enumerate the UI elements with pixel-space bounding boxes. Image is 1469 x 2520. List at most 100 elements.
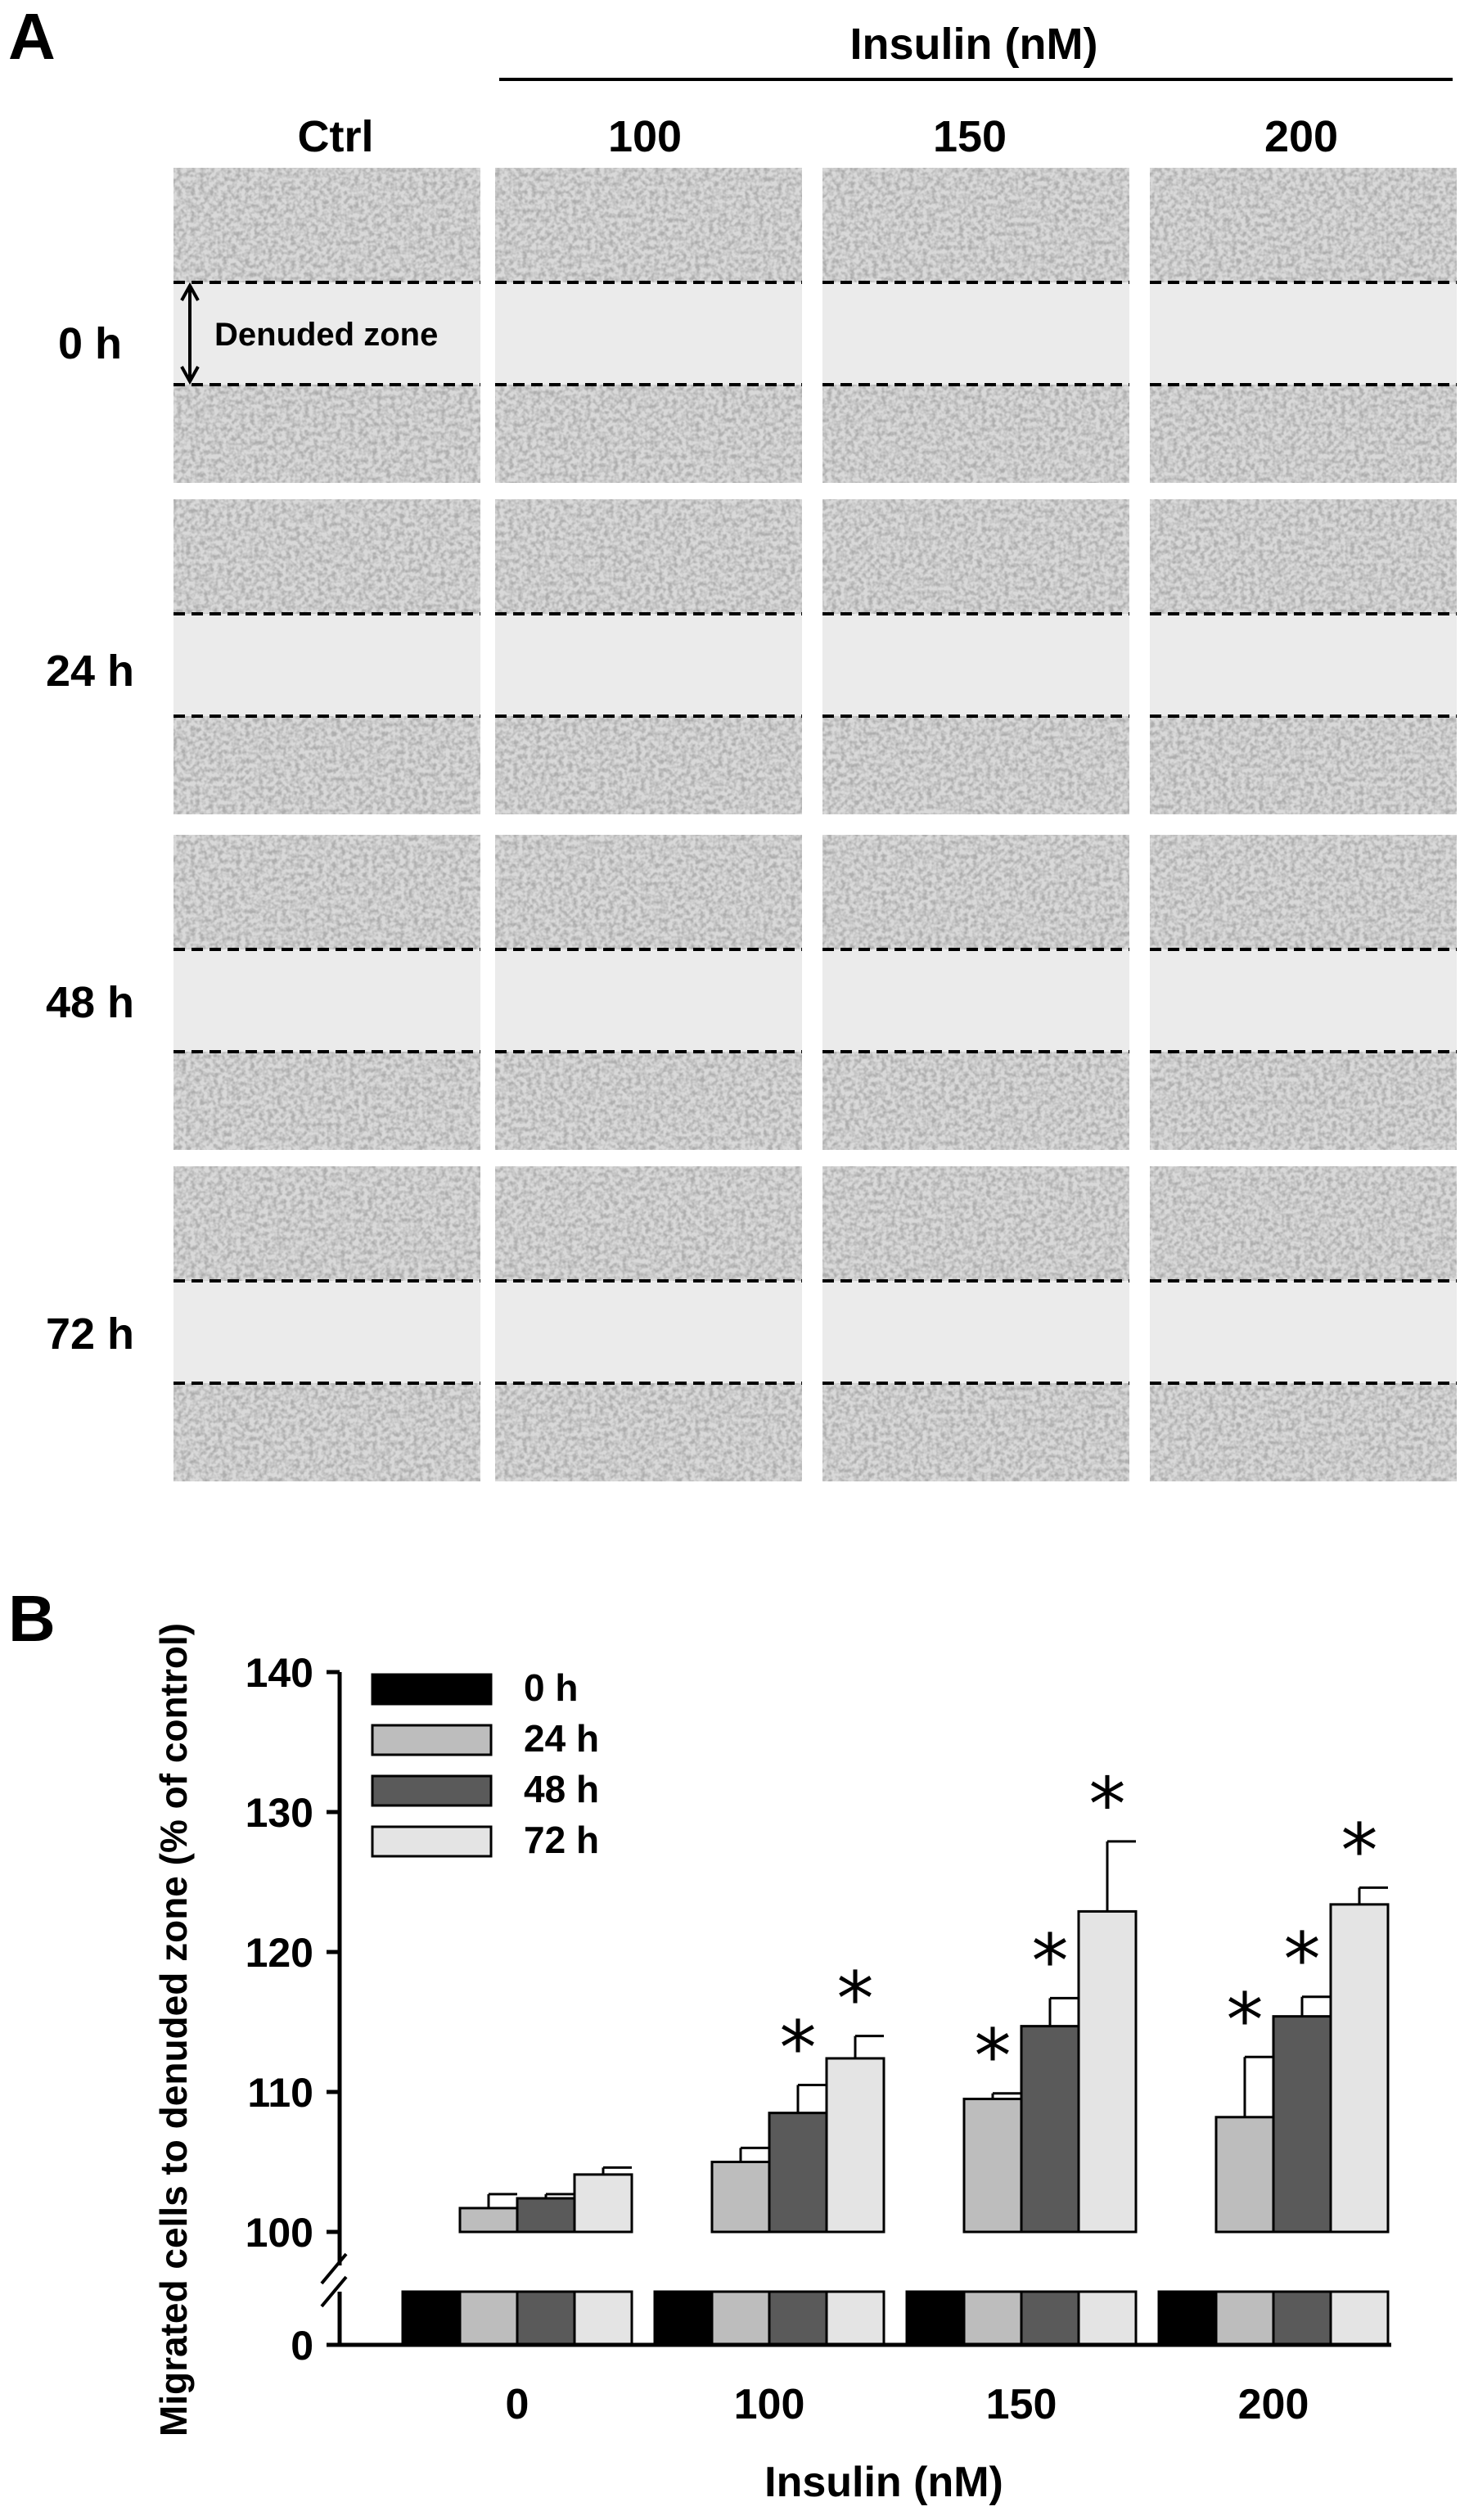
legend-swatch bbox=[371, 1825, 493, 1858]
x-axis-label: Insulin (nM) bbox=[764, 2459, 1003, 2506]
micrograph bbox=[173, 835, 480, 1150]
denuded-zone bbox=[495, 614, 802, 716]
legend-swatch bbox=[371, 1724, 493, 1756]
bar bbox=[458, 2207, 519, 2234]
arrow-head-down bbox=[180, 366, 200, 385]
axis-break-mark bbox=[320, 2275, 348, 2308]
y-tick-label: 130 bbox=[246, 1790, 313, 1836]
y-tick-label: 110 bbox=[247, 2070, 313, 2116]
micrograph bbox=[1150, 835, 1457, 1150]
micrograph bbox=[822, 168, 1129, 483]
significance-marker: * bbox=[1284, 1918, 1321, 2004]
y-axis-label: Migrated cells to denuded zone (% of con… bbox=[152, 1623, 195, 2437]
axis-break-mark bbox=[320, 2252, 348, 2285]
bar bbox=[825, 2057, 885, 2234]
bar bbox=[1272, 2015, 1332, 2234]
y-tick-label: 100 bbox=[246, 2210, 313, 2256]
denuded-zone bbox=[822, 282, 1129, 385]
micrograph bbox=[173, 1166, 480, 1481]
bar bbox=[1214, 2116, 1275, 2234]
denuded-zone bbox=[495, 949, 802, 1052]
denuded-zone bbox=[1150, 949, 1457, 1052]
micrograph bbox=[822, 835, 1129, 1150]
column-label: 150 bbox=[933, 112, 1007, 161]
bar bbox=[962, 2098, 1023, 2234]
y-tick-label: 120 bbox=[246, 1930, 313, 1976]
denuded-zone bbox=[173, 614, 480, 716]
x-tick-label: 200 bbox=[1238, 2381, 1309, 2428]
x-tick-label: 0 bbox=[506, 2381, 529, 2428]
denuded-zone bbox=[1150, 1281, 1457, 1383]
significance-marker: * bbox=[780, 2005, 817, 2091]
legend-label: 0 h bbox=[524, 1666, 578, 1709]
bar-below-break bbox=[710, 2290, 771, 2346]
column-label: Ctrl bbox=[298, 112, 374, 161]
legend-swatch bbox=[371, 1774, 493, 1807]
bar bbox=[710, 2161, 771, 2234]
x-tick-label: 150 bbox=[986, 2381, 1057, 2428]
legend-label: 24 h bbox=[524, 1717, 599, 1760]
micrograph bbox=[1150, 168, 1457, 483]
bar-below-break bbox=[825, 2290, 885, 2346]
legend-swatch bbox=[371, 1673, 493, 1706]
denuded-zone bbox=[1150, 282, 1457, 385]
bar-below-break bbox=[458, 2290, 519, 2346]
denuded-zone-annotation: Denuded zone bbox=[214, 317, 438, 353]
bar-below-break bbox=[516, 2290, 576, 2346]
denuded-zone bbox=[173, 282, 480, 385]
bar-below-break bbox=[1214, 2290, 1275, 2346]
denuded-zone bbox=[822, 1281, 1129, 1383]
y-tick-label: 0 bbox=[291, 2323, 313, 2369]
panel-b-label: B bbox=[8, 1582, 56, 1655]
bar-below-break bbox=[1020, 2290, 1080, 2346]
bar-below-break bbox=[401, 2290, 462, 2346]
micrograph bbox=[495, 835, 802, 1150]
x-tick-label: 100 bbox=[734, 2381, 805, 2428]
row-label: 0 h bbox=[58, 319, 122, 368]
y-tick-label: 140 bbox=[246, 1650, 313, 1696]
denuded-zone bbox=[495, 1281, 802, 1383]
column-label: 100 bbox=[608, 112, 682, 161]
row-label: 24 h bbox=[46, 647, 134, 696]
denuded-zone bbox=[495, 282, 802, 385]
bar-below-break bbox=[962, 2290, 1023, 2346]
arrow-head-up bbox=[180, 282, 200, 301]
significance-marker: * bbox=[1341, 1808, 1378, 1894]
significance-marker: * bbox=[1032, 1918, 1069, 2004]
bar-below-break bbox=[1272, 2290, 1332, 2346]
bar-below-break bbox=[653, 2290, 714, 2346]
significance-marker: * bbox=[975, 2014, 1012, 2100]
micrograph bbox=[1150, 1166, 1457, 1481]
micrograph bbox=[495, 1166, 802, 1481]
denuded-zone bbox=[1150, 614, 1457, 716]
micrograph bbox=[822, 1166, 1129, 1481]
denuded-zone bbox=[173, 1281, 480, 1383]
legend-label: 72 h bbox=[524, 1819, 599, 1861]
micrograph bbox=[173, 499, 480, 814]
insulin-group-header: Insulin (nM) bbox=[850, 20, 1098, 69]
bar-below-break bbox=[573, 2290, 633, 2346]
significance-marker: * bbox=[1089, 1762, 1126, 1848]
micrograph bbox=[173, 168, 480, 483]
bar bbox=[1020, 2025, 1080, 2234]
denuded-zone bbox=[173, 949, 480, 1052]
row-label: 48 h bbox=[46, 978, 134, 1027]
significance-marker: * bbox=[837, 1957, 874, 2043]
bar bbox=[573, 2173, 633, 2234]
denuded-zone bbox=[822, 949, 1129, 1052]
row-label: 72 h bbox=[46, 1310, 134, 1359]
micrograph bbox=[495, 168, 802, 483]
bar bbox=[1329, 1903, 1390, 2234]
micrograph bbox=[495, 499, 802, 814]
bar bbox=[768, 2112, 828, 2234]
bar-below-break bbox=[1077, 2290, 1138, 2346]
legend-label: 48 h bbox=[524, 1768, 599, 1810]
micrograph bbox=[822, 499, 1129, 814]
significance-marker: * bbox=[1227, 1977, 1264, 2063]
bar-below-break bbox=[1157, 2290, 1218, 2346]
panel-a-label: A bbox=[8, 0, 56, 73]
denuded-zone bbox=[822, 614, 1129, 716]
bar-below-break bbox=[768, 2290, 828, 2346]
bar-below-break bbox=[1329, 2290, 1390, 2346]
